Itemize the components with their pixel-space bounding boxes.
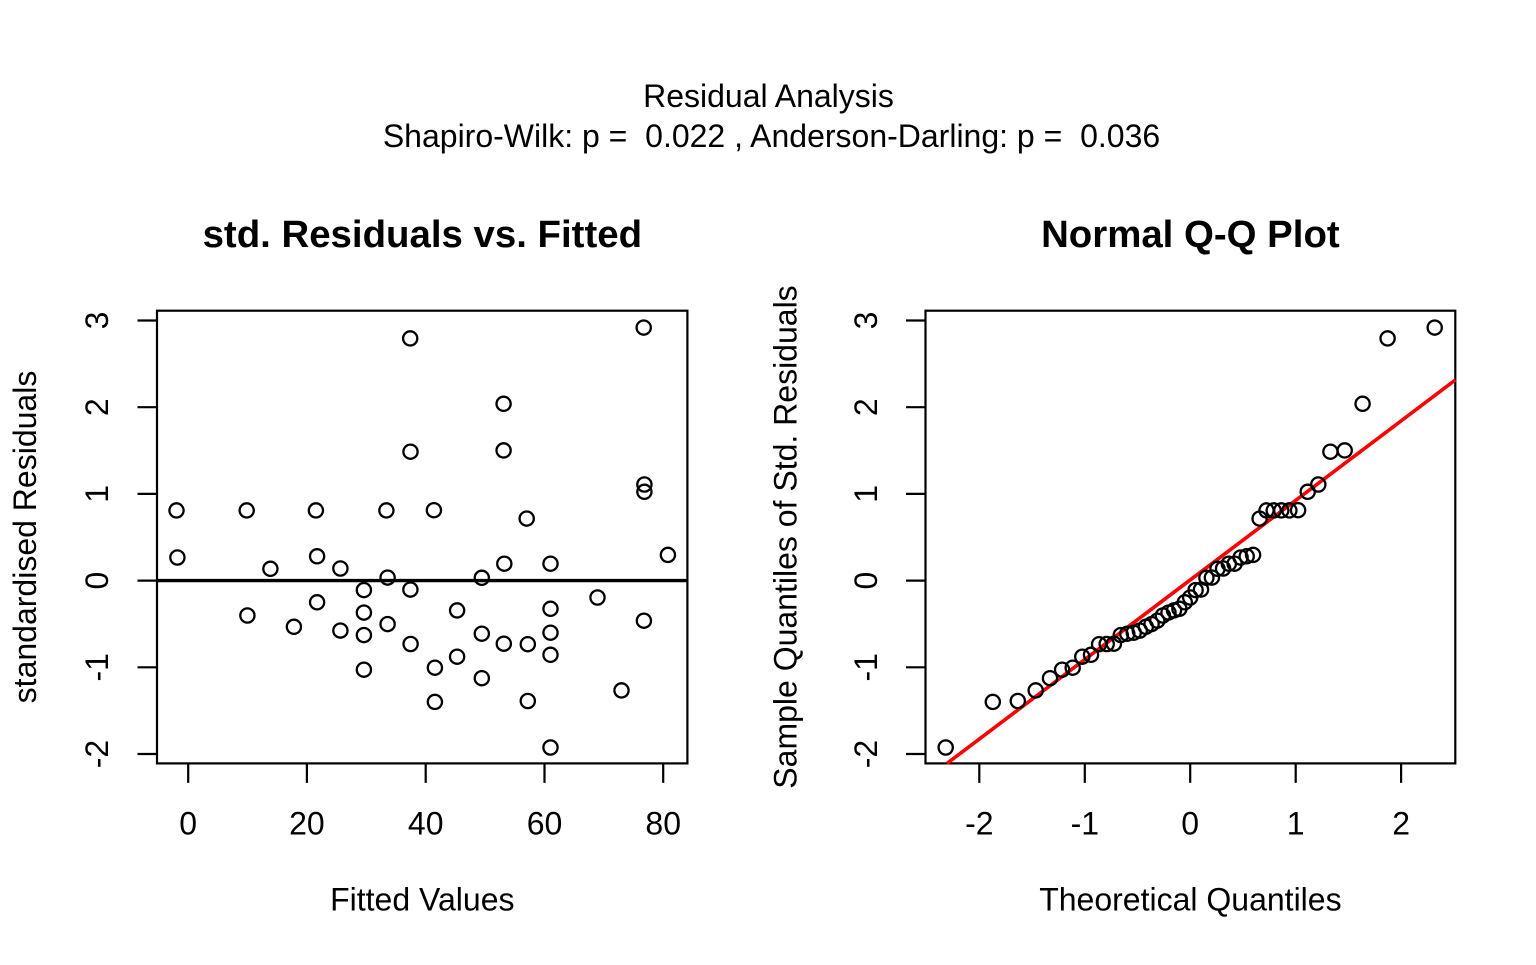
- svg-text:1: 1: [848, 485, 884, 503]
- svg-text:Fitted Values: Fitted Values: [330, 882, 514, 918]
- svg-text:0: 0: [79, 572, 115, 590]
- svg-text:std. Residuals vs. Fitted: std. Residuals vs. Fitted: [203, 213, 642, 256]
- svg-text:Shapiro-Wilk: p = 0.022 , And: Shapiro-Wilk: p = 0.022 , Anderson-Darli…: [383, 118, 1160, 154]
- svg-text:0: 0: [1181, 805, 1199, 841]
- svg-text:80: 80: [645, 805, 681, 841]
- svg-text:Sample Quantiles of Std. Resid: Sample Quantiles of Std. Residuals: [768, 285, 804, 788]
- svg-text:-1: -1: [1071, 805, 1099, 841]
- svg-text:20: 20: [289, 805, 325, 841]
- svg-text:1: 1: [1287, 805, 1305, 841]
- svg-text:40: 40: [408, 805, 444, 841]
- svg-text:-2: -2: [965, 805, 993, 841]
- svg-text:0: 0: [848, 572, 884, 590]
- svg-text:-1: -1: [848, 653, 884, 681]
- svg-text:Theoretical Quantiles: Theoretical Quantiles: [1039, 882, 1341, 918]
- svg-text:1: 1: [79, 485, 115, 503]
- svg-text:3: 3: [848, 312, 884, 330]
- svg-text:-1: -1: [79, 653, 115, 681]
- svg-text:-2: -2: [848, 740, 884, 768]
- svg-text:Normal Q-Q Plot: Normal Q-Q Plot: [1041, 213, 1340, 256]
- svg-text:2: 2: [848, 398, 884, 416]
- svg-text:3: 3: [79, 312, 115, 330]
- svg-text:standardised Residuals: standardised Residuals: [7, 371, 43, 704]
- svg-text:0: 0: [179, 805, 197, 841]
- svg-text:60: 60: [527, 805, 563, 841]
- svg-text:-2: -2: [79, 740, 115, 768]
- svg-text:2: 2: [1392, 805, 1410, 841]
- svg-text:Residual Analysis: Residual Analysis: [643, 78, 894, 114]
- svg-text:2: 2: [79, 398, 115, 416]
